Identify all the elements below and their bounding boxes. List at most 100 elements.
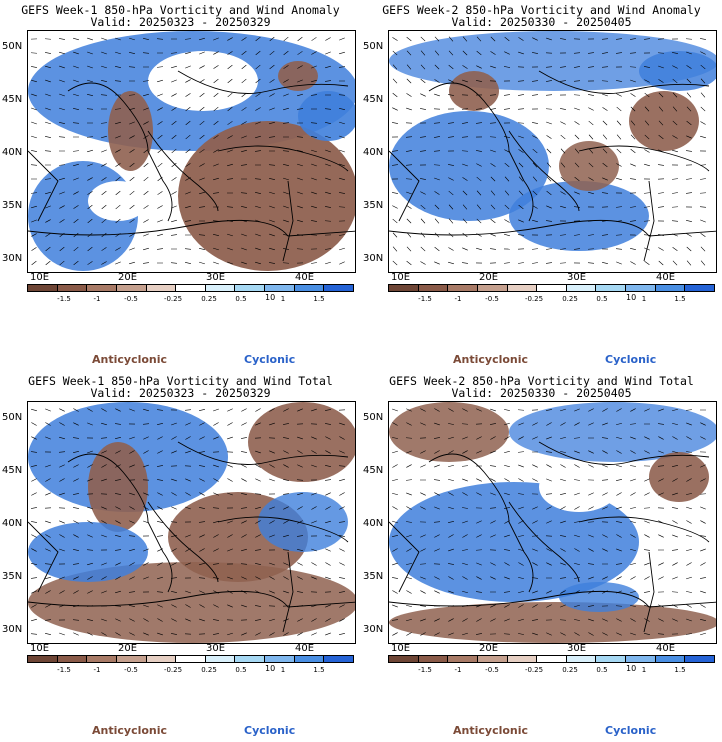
wind-vector xyxy=(503,262,511,264)
wind-vector xyxy=(419,108,427,110)
wind-vector xyxy=(602,162,608,168)
wind-vector xyxy=(462,562,468,566)
colorbar-swatch xyxy=(596,285,627,291)
wind-vector xyxy=(213,78,219,84)
wind-vector xyxy=(630,247,636,251)
wind-vector xyxy=(503,591,511,593)
wind-vector xyxy=(213,106,219,112)
wind-vector xyxy=(129,632,135,636)
wind-vector xyxy=(156,409,164,411)
wind-vector xyxy=(392,464,398,468)
wind-vector xyxy=(241,590,247,594)
wind-vector xyxy=(339,177,345,181)
wind-vector xyxy=(532,148,538,154)
wind-vector xyxy=(129,562,135,566)
wind-vector xyxy=(30,633,38,635)
wind-vector xyxy=(447,94,455,96)
wind-vector xyxy=(448,590,454,594)
wind-vector xyxy=(115,632,121,636)
lat-label: 30N xyxy=(2,624,23,635)
wind-vector xyxy=(73,451,79,453)
vorticity-shading xyxy=(28,402,355,643)
wind-vector xyxy=(462,408,468,412)
wind-vector xyxy=(699,535,707,537)
wind-vector xyxy=(241,233,247,237)
wind-vector xyxy=(339,422,345,426)
colorbar-swatch xyxy=(418,656,449,662)
wind-vector xyxy=(644,134,650,140)
wind-vector xyxy=(392,64,398,70)
wind-vector xyxy=(325,409,331,411)
wind-vector xyxy=(559,577,567,579)
wind-vector xyxy=(489,108,497,110)
anticyclonic-label: Anticyclonic xyxy=(92,724,168,737)
wind-vector xyxy=(559,535,567,537)
colorbar-swatch xyxy=(176,285,206,291)
wind-vector xyxy=(573,248,581,250)
wind-vector xyxy=(185,134,191,140)
wind-vector xyxy=(490,204,496,210)
wind-vector xyxy=(241,632,247,636)
wind-vector xyxy=(560,408,566,412)
colorbar-swatch xyxy=(477,285,508,291)
wind-vector xyxy=(297,632,303,636)
wind-vector xyxy=(490,450,496,454)
wind-vector xyxy=(518,204,524,210)
wind-vector xyxy=(129,492,135,496)
wind-vector xyxy=(199,422,205,426)
colorbar-tick: -1 xyxy=(454,666,462,674)
wind-vector xyxy=(546,590,552,594)
wind-vector xyxy=(297,576,303,580)
wind-vector xyxy=(269,450,275,454)
wind-vector xyxy=(87,450,93,454)
wind-vector xyxy=(447,605,455,607)
wind-vector xyxy=(269,576,275,580)
wind-vector xyxy=(433,122,441,124)
wind-vector xyxy=(630,576,636,580)
wind-vector xyxy=(392,562,398,566)
colorbar-tick: -0.5 xyxy=(124,295,138,303)
wind-vector xyxy=(616,408,622,412)
wind-vector xyxy=(462,436,468,440)
wind-vector xyxy=(518,535,524,537)
wind-vector xyxy=(490,576,496,580)
wind-vector xyxy=(517,493,525,495)
wind-vector xyxy=(476,436,482,440)
wind-vector xyxy=(157,162,163,168)
wind-vector xyxy=(59,408,65,412)
wind-vector xyxy=(434,450,440,454)
wind-vector xyxy=(630,605,636,607)
wind-vector xyxy=(143,408,149,412)
wind-vector xyxy=(101,590,107,594)
wind-vector xyxy=(658,534,664,538)
wind-vector xyxy=(241,464,247,468)
wind-vector xyxy=(602,492,608,496)
wind-vector xyxy=(504,204,510,210)
wind-vector xyxy=(59,191,65,195)
wind-vector xyxy=(615,52,623,54)
wind-vector xyxy=(339,577,345,579)
wind-vector xyxy=(311,464,317,468)
wind-vector xyxy=(658,233,664,237)
wind-vector xyxy=(700,478,706,482)
wind-vector xyxy=(185,106,191,112)
wind-vector xyxy=(254,493,262,495)
colorbar-swatch xyxy=(566,285,597,291)
wind-vector xyxy=(574,619,580,621)
wind-vector xyxy=(59,177,65,181)
wind-vector xyxy=(115,121,121,125)
wind-vector xyxy=(587,234,595,236)
wind-vector xyxy=(419,563,427,565)
wind-vector xyxy=(241,520,247,524)
wind-vector xyxy=(255,534,261,538)
wind-vector xyxy=(546,436,552,440)
wind-vector xyxy=(616,422,622,426)
wind-vector xyxy=(476,204,482,210)
wind-vector xyxy=(156,38,164,40)
wind-vector xyxy=(227,604,233,608)
colorbar-swatch xyxy=(176,656,206,662)
wind-vector xyxy=(73,79,79,83)
wind-vector xyxy=(45,107,51,111)
wind-vector xyxy=(269,618,275,622)
lon-label: 20E xyxy=(479,272,499,283)
